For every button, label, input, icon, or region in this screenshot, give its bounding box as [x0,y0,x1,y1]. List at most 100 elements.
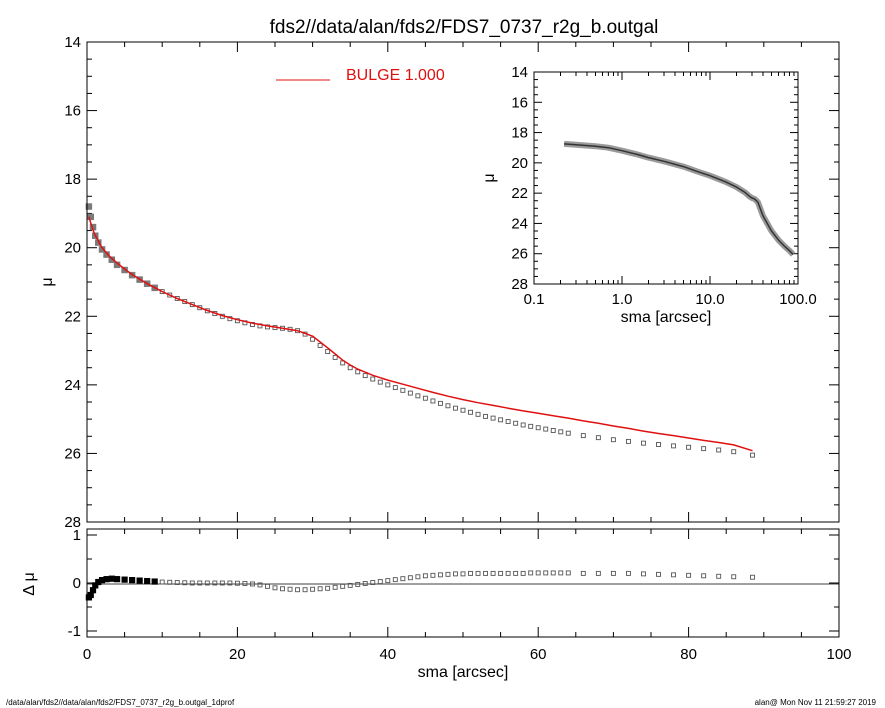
residual-point [445,571,451,577]
main-data-point [716,447,722,453]
inset-ytick-label: 22 [511,185,528,202]
main-ytick-label: 28 [64,514,81,531]
residual-point [257,582,263,588]
residual-point [370,580,376,585]
residual-point [242,581,248,586]
residual-point [174,580,180,585]
residual-point [347,582,353,588]
main-data-point [535,425,541,431]
main-data-point [362,373,368,379]
main-data-point [610,437,616,443]
residual-point [129,577,136,584]
residual-point [265,583,270,589]
main-data-point [550,428,556,433]
residual-ytick-label: 1 [73,527,81,544]
residual-point [212,580,218,586]
main-data-point [460,407,466,413]
residual-point [144,577,151,585]
main-data-point [475,411,481,417]
residual-point [595,570,601,576]
residual-xtick-label: 60 [530,646,547,663]
main-data-point [407,390,413,396]
inset-ytick-label: 16 [511,94,528,111]
residual-point [565,570,571,576]
inset-panel: 14 16 18 20 22 24 26 280.1 1.0 10.0 100.0 sma [arc… [481,64,817,326]
residual-point [159,579,165,585]
inset-xlabel: sma [arcsec] [621,309,712,326]
residual-point [234,580,240,586]
main-data-point [174,296,180,301]
main-data-point [317,342,323,348]
residual-point [103,576,110,583]
main-ylabel: μ [39,277,56,286]
residual-point [558,570,564,576]
main-data-point [625,438,631,444]
residual-point [550,570,556,576]
main-data-point [686,444,692,450]
residual-point [407,575,413,581]
main-frame [86,41,840,523]
residual-point [310,586,316,592]
main-data-point [385,382,391,388]
residual-frame [86,528,840,638]
main-data-point [641,440,646,446]
main-data-point [656,442,661,447]
main-ytick-label: 18 [64,171,81,188]
residual-point [332,584,338,590]
residual-point [317,586,323,592]
residual-point [453,571,458,577]
main-data-point [453,405,458,411]
inset-ylabel: μ [481,173,498,182]
main-ticks: 14 16 18 20 22 24 26 28 [64,34,840,531]
residual-point [325,585,331,591]
residual-xtick-label: 80 [680,646,697,663]
residual-point [460,571,466,577]
main-data-point [520,422,526,428]
inset-ytick-label: 24 [511,215,528,232]
footer-left: /data/alan/fds2//data/alan/fds2/FDS7_073… [6,698,235,707]
inset-xtick-label: 1.0 [612,291,633,308]
main-data-point [595,435,601,441]
residual-point [108,575,115,582]
residual-point [671,572,677,578]
residual-point [182,580,188,586]
inset-ytick-label: 20 [511,155,528,172]
inset-xtick-label: 0.1 [524,291,545,308]
residual-point [437,572,443,578]
residual-point [475,570,481,576]
main-data-point [430,398,436,404]
inset-data [563,140,796,257]
residual-point [610,570,616,576]
legend-label: BULGE 1.000 [346,67,445,84]
main-data-point [580,433,586,439]
inset-profile-band [563,140,796,257]
residual-point [701,573,707,579]
main-data [85,203,755,458]
residual-point [362,581,368,586]
main-data-point [490,415,496,421]
inset-ytick-label: 18 [511,125,528,142]
residual-point [520,570,526,576]
main-ytick-label: 20 [64,240,81,257]
residual-point [204,580,210,586]
main-data-point [415,393,421,399]
main-data-point [483,413,489,419]
residual-point [422,573,428,579]
residual-xtick-label: 0 [83,646,91,663]
main-data-point [445,403,451,409]
residual-point [227,580,233,586]
main-data-point [513,420,519,426]
main-data-point [310,336,316,342]
main-data-point [731,449,737,455]
footer-right: alan@ Mon Nov 11 21:59:27 2019 [755,698,877,707]
residual-point [490,570,496,576]
residual-point [355,581,361,587]
residual-point [580,570,586,576]
main-data-point [392,385,398,391]
main-data-point [370,376,376,382]
main-data-point [498,417,504,423]
residual-point [468,570,473,576]
residual-point [197,580,203,586]
main-data-point [332,354,338,360]
